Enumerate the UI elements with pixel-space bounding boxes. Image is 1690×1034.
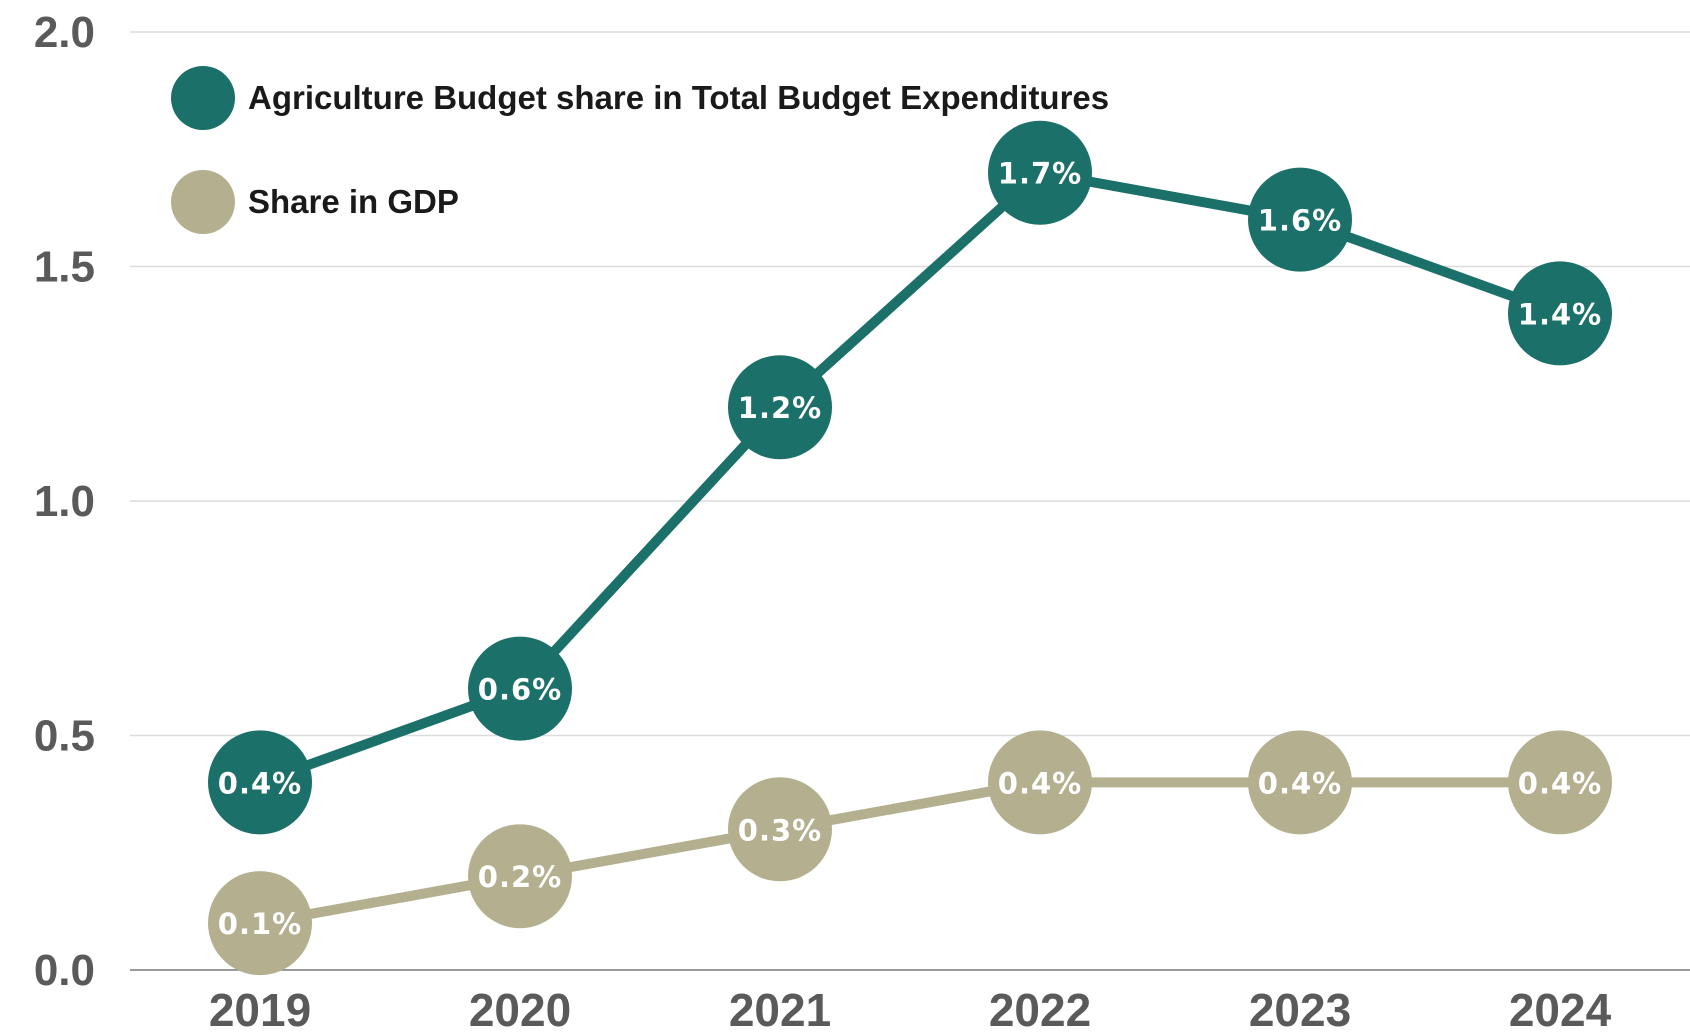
- series-layer: 0.1% 0.2% 0.3% 0.4% 0.4% 0.4% 0.4% 0.6% 1.2% 1.7%…: [208, 120, 1612, 976]
- data-label: 1.6%: [1258, 204, 1342, 238]
- data-point: [988, 120, 1092, 225]
- x-tick-label: 2024: [1509, 984, 1612, 1034]
- series-line: [255, 167, 1565, 788]
- data-point: [988, 730, 1092, 835]
- x-tick-label: 2020: [469, 984, 571, 1034]
- x-axis: 2019 2020 2021 2022 2023 2024: [209, 984, 1612, 1034]
- data-point: [468, 824, 572, 929]
- y-tick-label: 1.5: [34, 243, 95, 292]
- legend-marker: [171, 66, 235, 130]
- legend-marker: [171, 170, 235, 234]
- data-point: [728, 777, 832, 882]
- data-label: 1.2%: [738, 391, 822, 425]
- data-label: 0.1%: [218, 907, 302, 941]
- data-point: [728, 355, 832, 460]
- x-tick-label: 2019: [209, 984, 311, 1034]
- gridlines: [130, 31, 1690, 971]
- data-point: [1248, 167, 1352, 272]
- series-0: 0.4% 0.6% 1.2% 1.7% 1.6% 1.4%: [208, 120, 1612, 835]
- data-point: [1508, 730, 1612, 835]
- data-label: 0.4%: [218, 766, 302, 800]
- series-line: [255, 777, 1565, 929]
- x-tick-label: 2023: [1249, 984, 1351, 1034]
- data-label: 0.4%: [998, 766, 1082, 800]
- legend-label: Agriculture Budget share in Total Budget…: [248, 79, 1109, 116]
- data-label: 1.4%: [1518, 297, 1602, 331]
- x-tick-label: 2022: [989, 984, 1091, 1034]
- y-tick-label: 2.0: [34, 8, 95, 57]
- series-1: 0.1% 0.2% 0.3% 0.4% 0.4% 0.4%: [208, 730, 1612, 976]
- data-label: 0.2%: [478, 860, 562, 894]
- y-axis: 0.0 0.5 1.0 1.5 2.0: [34, 8, 95, 995]
- data-label: 0.3%: [738, 813, 822, 847]
- x-tick-label: 2021: [729, 984, 831, 1034]
- y-tick-label: 1.0: [34, 477, 95, 526]
- y-tick-label: 0.5: [34, 712, 95, 761]
- data-point: [1508, 261, 1612, 366]
- legend: Agriculture Budget share in Total Budget…: [171, 66, 1109, 234]
- legend-label: Share in GDP: [248, 183, 459, 220]
- data-label: 0.4%: [1518, 766, 1602, 800]
- data-point: [468, 636, 572, 741]
- data-point: [208, 871, 312, 976]
- data-point: [1248, 730, 1352, 835]
- data-label: 1.7%: [998, 157, 1082, 191]
- data-label: 0.6%: [478, 673, 562, 707]
- data-point: [208, 730, 312, 835]
- data-label: 0.4%: [1258, 766, 1342, 800]
- y-tick-label: 0.0: [34, 946, 95, 995]
